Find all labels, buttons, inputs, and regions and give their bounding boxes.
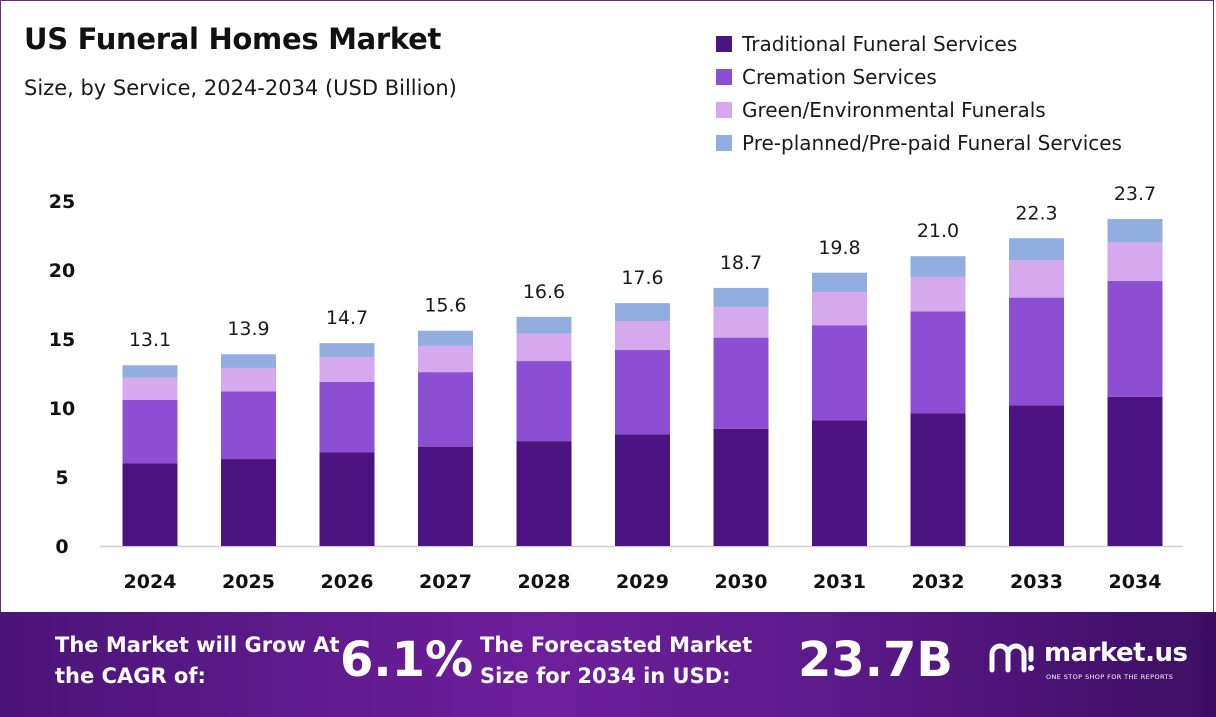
y-tick-label: 15 [49, 329, 75, 351]
bar-segment [1107, 242, 1163, 282]
total-data-label: 13.9 [227, 318, 269, 340]
legend: Traditional Funeral Services Cremation S… [716, 27, 1122, 159]
total-data-label: 13.1 [129, 329, 171, 351]
bar-segment [1009, 238, 1064, 261]
market-us-logo-icon [989, 643, 1034, 673]
legend-label: Pre-planned/Pre-paid Funeral Services [742, 130, 1122, 155]
bar-segment [418, 345, 473, 373]
bar-segment [1009, 405, 1064, 546]
bar-segment [221, 367, 276, 392]
bar-segment [221, 354, 276, 368]
x-tick-label: 2026 [321, 571, 374, 593]
y-tick-label: 10 [49, 398, 75, 420]
legend-item: Pre-planned/Pre-paid Funeral Services [716, 126, 1122, 159]
x-tick-label: 2027 [419, 571, 472, 593]
forecast-size-value: 23.7B [798, 632, 954, 688]
bar-segment [615, 303, 670, 322]
legend-label: Green/Environmental Funerals [742, 97, 1046, 122]
bar-segment [812, 420, 867, 546]
bar-segment [319, 381, 375, 453]
legend-swatch [716, 35, 732, 52]
bar-segment [1009, 260, 1064, 298]
x-tick-label: 2025 [222, 571, 275, 593]
legend-swatch [716, 134, 732, 151]
bar-segment [910, 413, 966, 546]
y-tick-label: 25 [49, 191, 75, 213]
x-tick-label: 2029 [616, 571, 669, 593]
bar-segment [516, 316, 572, 334]
bar-segment [812, 272, 867, 293]
total-data-label: 16.6 [523, 281, 565, 303]
bar-segment [122, 399, 178, 464]
legend-label: Cremation Services [742, 64, 937, 89]
x-tick-label: 2032 [912, 571, 965, 593]
bar-segment [418, 446, 473, 546]
x-tick-label: 2030 [715, 571, 768, 593]
bar-segment [221, 459, 276, 546]
bar-segment [319, 343, 375, 357]
legend-swatch [716, 68, 732, 85]
bar-segment [615, 321, 670, 351]
bar-segment [713, 428, 769, 546]
bar-segment [615, 434, 670, 546]
bar-segment [910, 256, 966, 277]
cagr-value: 6.1% [340, 632, 474, 688]
bar-segment [910, 276, 966, 312]
bar-segment [221, 391, 276, 460]
bar-segment [615, 350, 670, 435]
chart-title: US Funeral Homes Market [24, 22, 442, 56]
total-data-label: 17.6 [621, 267, 663, 289]
total-data-label: 18.7 [720, 252, 762, 274]
legend-item: Cremation Services [716, 60, 1122, 93]
chart-subtitle: Size, by Service, 2024-2034 (USD Billion… [24, 76, 457, 100]
total-data-label: 23.7 [1114, 183, 1156, 205]
brand-tagline: ONE STOP SHOP FOR THE REPORTS [1046, 673, 1174, 681]
y-tick-label: 5 [55, 467, 68, 489]
x-tick-label: 2024 [124, 571, 177, 593]
bar-segment [319, 356, 375, 382]
bar-segment [713, 307, 769, 338]
total-data-label: 14.7 [326, 307, 368, 329]
bar-segment [319, 452, 375, 546]
total-data-label: 22.3 [1015, 202, 1057, 224]
summary-banner: The Market will Grow At the CAGR of: 6.1… [0, 612, 1216, 717]
legend-label: Traditional Funeral Services [742, 31, 1018, 56]
brand-name: market.us [1044, 638, 1188, 668]
legend-item: Traditional Funeral Services [716, 27, 1122, 60]
bar-segment [1107, 218, 1163, 243]
bar-segment [713, 287, 769, 308]
bar-segment [122, 463, 178, 546]
bar-chart: 051015202513.1202413.9202514.7202615.620… [49, 183, 1183, 593]
bar-segment [1107, 281, 1163, 397]
bar-segment [418, 330, 473, 346]
bar-segment [812, 325, 867, 421]
bar-segment [812, 292, 867, 326]
bar-segment [516, 441, 572, 546]
bar-segment [910, 311, 966, 414]
bar-segment [418, 372, 473, 447]
bar-segment [1009, 297, 1064, 406]
brand-logo[interactable]: market.us ONE STOP SHOP FOR THE REPORTS [988, 636, 1208, 696]
bar-segment [516, 333, 572, 362]
legend-swatch [716, 101, 732, 118]
x-tick-label: 2031 [813, 571, 866, 593]
y-tick-label: 20 [49, 260, 75, 282]
total-data-label: 21.0 [917, 220, 959, 242]
bar-segment [122, 365, 178, 378]
forecast-size-label: The Forecasted Market Size for 2034 in U… [480, 633, 753, 688]
x-tick-label: 2028 [518, 571, 571, 593]
x-tick-label: 2034 [1109, 571, 1162, 593]
cagr-label: The Market will Grow At the CAGR of: [55, 633, 340, 688]
bar-segment [122, 377, 178, 400]
y-tick-label: 0 [55, 536, 68, 558]
bar-segment [1107, 396, 1163, 546]
total-data-label: 15.6 [424, 295, 466, 317]
bar-segment [516, 361, 572, 442]
bar-segment [713, 337, 769, 429]
x-tick-label: 2033 [1010, 571, 1063, 593]
legend-item: Green/Environmental Funerals [716, 93, 1122, 126]
total-data-label: 19.8 [818, 237, 860, 259]
